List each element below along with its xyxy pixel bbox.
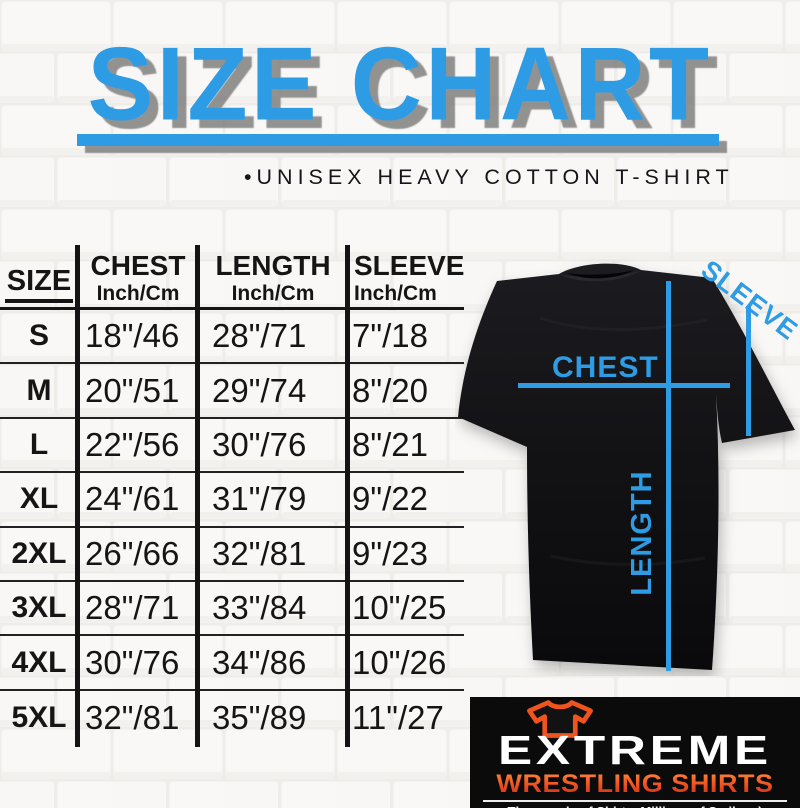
sleeve-cell: 8"/20 (352, 371, 428, 409)
subtitle: •UNISEX HEAVY COTTON T-SHIRT (244, 165, 734, 189)
table-row: 5XL 32"/81 35"/89 11"/27 (0, 691, 464, 745)
length-cell: 33"/84 (212, 589, 307, 627)
shoulder-wrinkle (539, 316, 708, 331)
length-cell: 31"/79 (212, 480, 307, 518)
column-unit: Inch/Cm (354, 282, 437, 305)
title-underline (77, 134, 719, 146)
table-row: L 22"/56 30"/76 8"/21 (0, 419, 464, 474)
column-name: LENGTH (215, 250, 331, 281)
size-cell: 5XL (11, 700, 67, 734)
chest-cell: 30"/76 (85, 643, 180, 681)
chest-cell: 28"/71 (85, 589, 180, 627)
brand-tagline: Thousands of Shirts. Millions of Smiles … (470, 804, 800, 808)
size-table: SIZE CHEST Inch/Cm LENGTH Inch/Cm SLEEVE… (0, 245, 464, 748)
tshirt-body (458, 263, 795, 670)
table-row: XL 24"/61 31"/79 9"/22 (0, 473, 464, 528)
chest-cell: 26"/66 (85, 534, 180, 572)
chest-measure-line (518, 383, 730, 388)
tshirt-diagram: CHEST LENGTH SLEEVE (455, 254, 800, 676)
chest-cell: 32"/81 (85, 698, 180, 736)
sleeve-measure-line (746, 306, 751, 436)
size-cell: S (28, 319, 49, 353)
chest-cell: 22"/56 (85, 425, 180, 463)
length-cell: 34"/86 (212, 643, 307, 681)
body-wrinkle (549, 554, 706, 567)
size-cell: M (26, 373, 52, 407)
length-column-header: LENGTH Inch/Cm (198, 245, 348, 307)
sleeve-cell: 9"/22 (352, 480, 428, 518)
logo-divider (483, 800, 787, 802)
chest-cell: 20"/51 (85, 371, 180, 409)
size-cell: XL (19, 482, 59, 516)
sleeve-column-header: SLEEVE Inch/Cm (348, 245, 464, 307)
length-cell: 30"/76 (212, 425, 307, 463)
table-row: 4XL 30"/76 34"/86 10"/26 (0, 636, 464, 691)
table-row: M 20"/51 29"/74 8"/20 (0, 364, 464, 419)
sleeve-cell: 7"/18 (352, 317, 428, 355)
sleeve-cell: 9"/23 (352, 534, 428, 572)
size-cell: 4XL (11, 645, 67, 679)
page-title: SIZE CHART (87, 25, 713, 142)
table-row: 3XL 28"/71 33"/84 10"/25 (0, 582, 464, 637)
table-header-row: SIZE CHEST Inch/Cm LENGTH Inch/Cm SLEEVE… (0, 245, 464, 310)
length-cell: 29"/74 (212, 371, 307, 409)
brand-name: EXTREME (497, 727, 772, 773)
tshirt-icon (527, 700, 593, 738)
size-cell: 3XL (11, 591, 67, 625)
column-name: SLEEVE (354, 250, 465, 281)
length-cell: 35"/89 (212, 698, 307, 736)
column-divider (345, 245, 350, 747)
length-measure-line (666, 281, 671, 671)
collar (559, 270, 641, 282)
table-row: 2XL 26"/66 32"/81 9"/23 (0, 528, 464, 582)
chest-cell: 18"/46 (85, 317, 180, 355)
chest-cell: 24"/61 (85, 480, 180, 518)
size-column-header: SIZE (0, 245, 78, 307)
chest-column-header: CHEST Inch/Cm (78, 245, 198, 307)
brand-subtitle: WRESTLING SHIRTS (470, 771, 800, 797)
column-name: CHEST (90, 250, 186, 281)
table-row: S 18"/46 28"/71 7"/18 (0, 310, 464, 365)
length-cell: 28"/71 (212, 317, 307, 355)
column-unit: Inch/Cm (231, 282, 315, 305)
length-label: LENGTH (626, 470, 658, 595)
collar-shadow (567, 270, 634, 279)
column-unit: Inch/Cm (96, 282, 180, 305)
column-divider (195, 245, 200, 747)
sleeve-cell: 10"/26 (352, 643, 447, 681)
size-cell: 2XL (11, 536, 67, 570)
sleeve-cell: 8"/21 (352, 425, 428, 463)
tshirt-photo: CHEST LENGTH SLEEVE (458, 254, 800, 671)
sleeve-cell: 10"/25 (352, 589, 447, 627)
chest-label: CHEST (552, 351, 659, 384)
length-cell: 32"/81 (212, 534, 307, 572)
sleeve-cell: 11"/27 (352, 698, 444, 736)
column-divider (75, 245, 80, 747)
brand-logo: EXTREME WRESTLING SHIRTS Thousands of Sh… (470, 697, 800, 808)
size-cell: L (29, 427, 49, 461)
size-column-label: SIZE (4, 265, 74, 303)
